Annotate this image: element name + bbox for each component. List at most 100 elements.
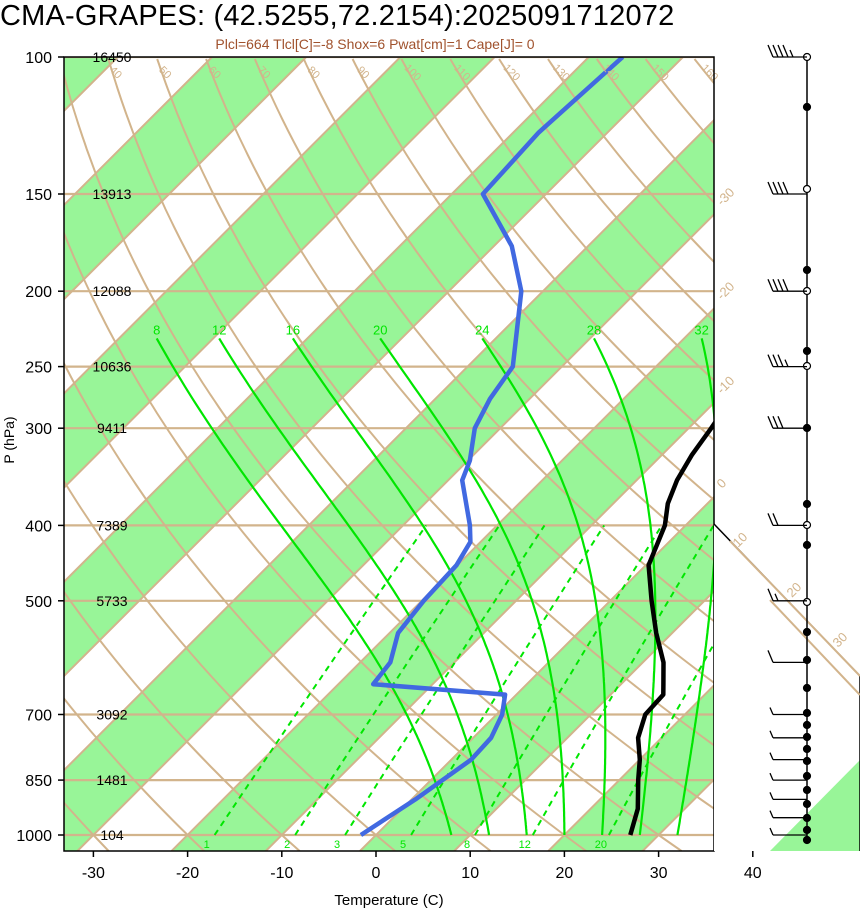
- wind-barb-flag: [777, 44, 784, 58]
- mixing-ratio-line: [294, 524, 501, 836]
- wind-barb: [769, 772, 807, 781]
- moist-adiabat-line: [593, 337, 657, 836]
- y-tick-label: 400: [25, 518, 52, 535]
- wind-barb-halfflag: [789, 49, 794, 58]
- dry-adiabat-line: [156, 58, 714, 747]
- moist-adiabat-labels: 8 12 16 20 24 28 32: [153, 322, 709, 337]
- isotherm-label: 0: [714, 475, 730, 491]
- wind-barb: [767, 278, 807, 292]
- wind-level-dot: [802, 785, 812, 795]
- mixing-ratio-label: 5: [400, 839, 406, 851]
- moist-adiabat-label: 28: [587, 322, 601, 337]
- isotherm-line: [453, 589, 714, 851]
- dry-adiabat-line: [351, 58, 714, 502]
- moist-adiabat-label: 16: [286, 322, 300, 337]
- mixing-ratio-line: [410, 524, 606, 836]
- moist-adiabat-line: [676, 338, 714, 836]
- dry-adiabat-line: [64, 71, 683, 851]
- wind-barb-flag: [777, 415, 784, 429]
- mixing-ratio-lines: [213, 524, 714, 836]
- moist-adiabat-label: 8: [153, 322, 160, 337]
- wind-level-dot: [802, 597, 812, 607]
- dry-adiabat-line: [595, 58, 714, 205]
- wind-barb-flag: [772, 278, 779, 292]
- dry-adiabat-line: [302, 58, 714, 562]
- wind-barb-halfflag: [769, 752, 774, 760]
- dry-adiabat-label: 40: [107, 64, 124, 81]
- x-tick-label: -10: [270, 865, 293, 882]
- wind-barb: [769, 810, 807, 819]
- mixing-ratio-label: 12: [519, 839, 531, 851]
- isotherm-line: [64, 57, 213, 207]
- wind-barb-flag: [772, 181, 779, 195]
- wind-barb-halfflag: [769, 827, 774, 836]
- wind-barb-halfflag: [769, 730, 774, 739]
- wind-barb-halfflag: [769, 810, 774, 818]
- isotherm-line: [76, 212, 714, 851]
- wind-panel-bg: [714, 524, 860, 851]
- isotherm-line: [64, 57, 402, 395]
- wind-level-dot: [802, 346, 812, 356]
- isotherm-label: -10: [714, 373, 738, 397]
- wind-barb-flag: [782, 278, 789, 292]
- dry-adiabat-line: [64, 230, 587, 851]
- x-axis: -30 -20 -10 0 10 20 30 40 Temperature (C): [82, 851, 762, 909]
- height-label: 16450: [93, 49, 132, 65]
- mixing-ratio-label: 3: [334, 839, 340, 851]
- wind-barb-flag: [772, 513, 779, 526]
- dry-adiabats: [64, 58, 714, 851]
- height-label: 3092: [96, 706, 127, 722]
- wind-level-dot: [802, 683, 812, 693]
- dry-adiabat-line: [64, 361, 492, 851]
- wind-barb: [767, 650, 807, 664]
- moist-adiabat-line: [291, 337, 528, 836]
- height-label: 12088: [93, 283, 132, 299]
- y-tick-label: 300: [25, 421, 52, 438]
- isotherm-label: 20: [784, 579, 805, 600]
- y-tick-label: 150: [25, 187, 52, 204]
- wind-barb-flag: [772, 415, 779, 429]
- wind-level-dot: [802, 825, 812, 835]
- mixing-ratio-line: [608, 641, 714, 836]
- wind-barb-flag: [767, 415, 774, 429]
- isotherm-line: [64, 118, 714, 772]
- y-tick-label: 200: [25, 284, 52, 301]
- wind-barb-flag: [767, 588, 774, 602]
- isotherm-label: -20: [714, 279, 738, 303]
- wind-barb-flag: [782, 44, 789, 58]
- y-axis-label: P (hPa): [1, 416, 17, 463]
- mixing-ratio-line: [344, 524, 546, 836]
- wind-barb-flag: [767, 44, 774, 58]
- plot-frame: [63, 56, 715, 852]
- pressure-lines: [64, 57, 714, 837]
- wind-level-dot: [802, 744, 812, 754]
- wind-barb-halfflag: [784, 359, 789, 367]
- wind-barb: [767, 415, 807, 429]
- wind-level-dot: [802, 627, 812, 637]
- y-tick-label: 250: [25, 360, 52, 377]
- dry-adiabat-label: 50: [156, 64, 173, 81]
- x-tick-label: -30: [82, 865, 105, 882]
- wind-barb: [769, 752, 807, 761]
- y-tick-label: 1000: [16, 828, 52, 845]
- isotherm-line: [64, 57, 307, 301]
- wind-barb-flag: [772, 354, 779, 367]
- height-label: 10636: [93, 359, 132, 375]
- height-label: 104: [100, 827, 124, 843]
- y-tick-label: 500: [25, 594, 52, 611]
- wind-barb-halfflag: [769, 707, 774, 715]
- height-label: 1481: [96, 772, 127, 788]
- isotherm-line: [170, 307, 714, 851]
- wind-barb: [767, 44, 807, 58]
- mixing-ratio-label: 1: [204, 839, 210, 851]
- isotherms: [64, 57, 714, 851]
- mixing-ratio-label: 8: [464, 839, 470, 851]
- dry-adiabat-label: 160: [699, 62, 720, 83]
- wind-barb: [769, 827, 807, 836]
- wind-panel-isotherm: [729, 540, 860, 677]
- x-tick-label: -20: [176, 865, 199, 882]
- dry-adiabat-line: [547, 58, 714, 264]
- wind-panel-band: [770, 760, 860, 851]
- moist-adiabat-label: 24: [475, 322, 489, 337]
